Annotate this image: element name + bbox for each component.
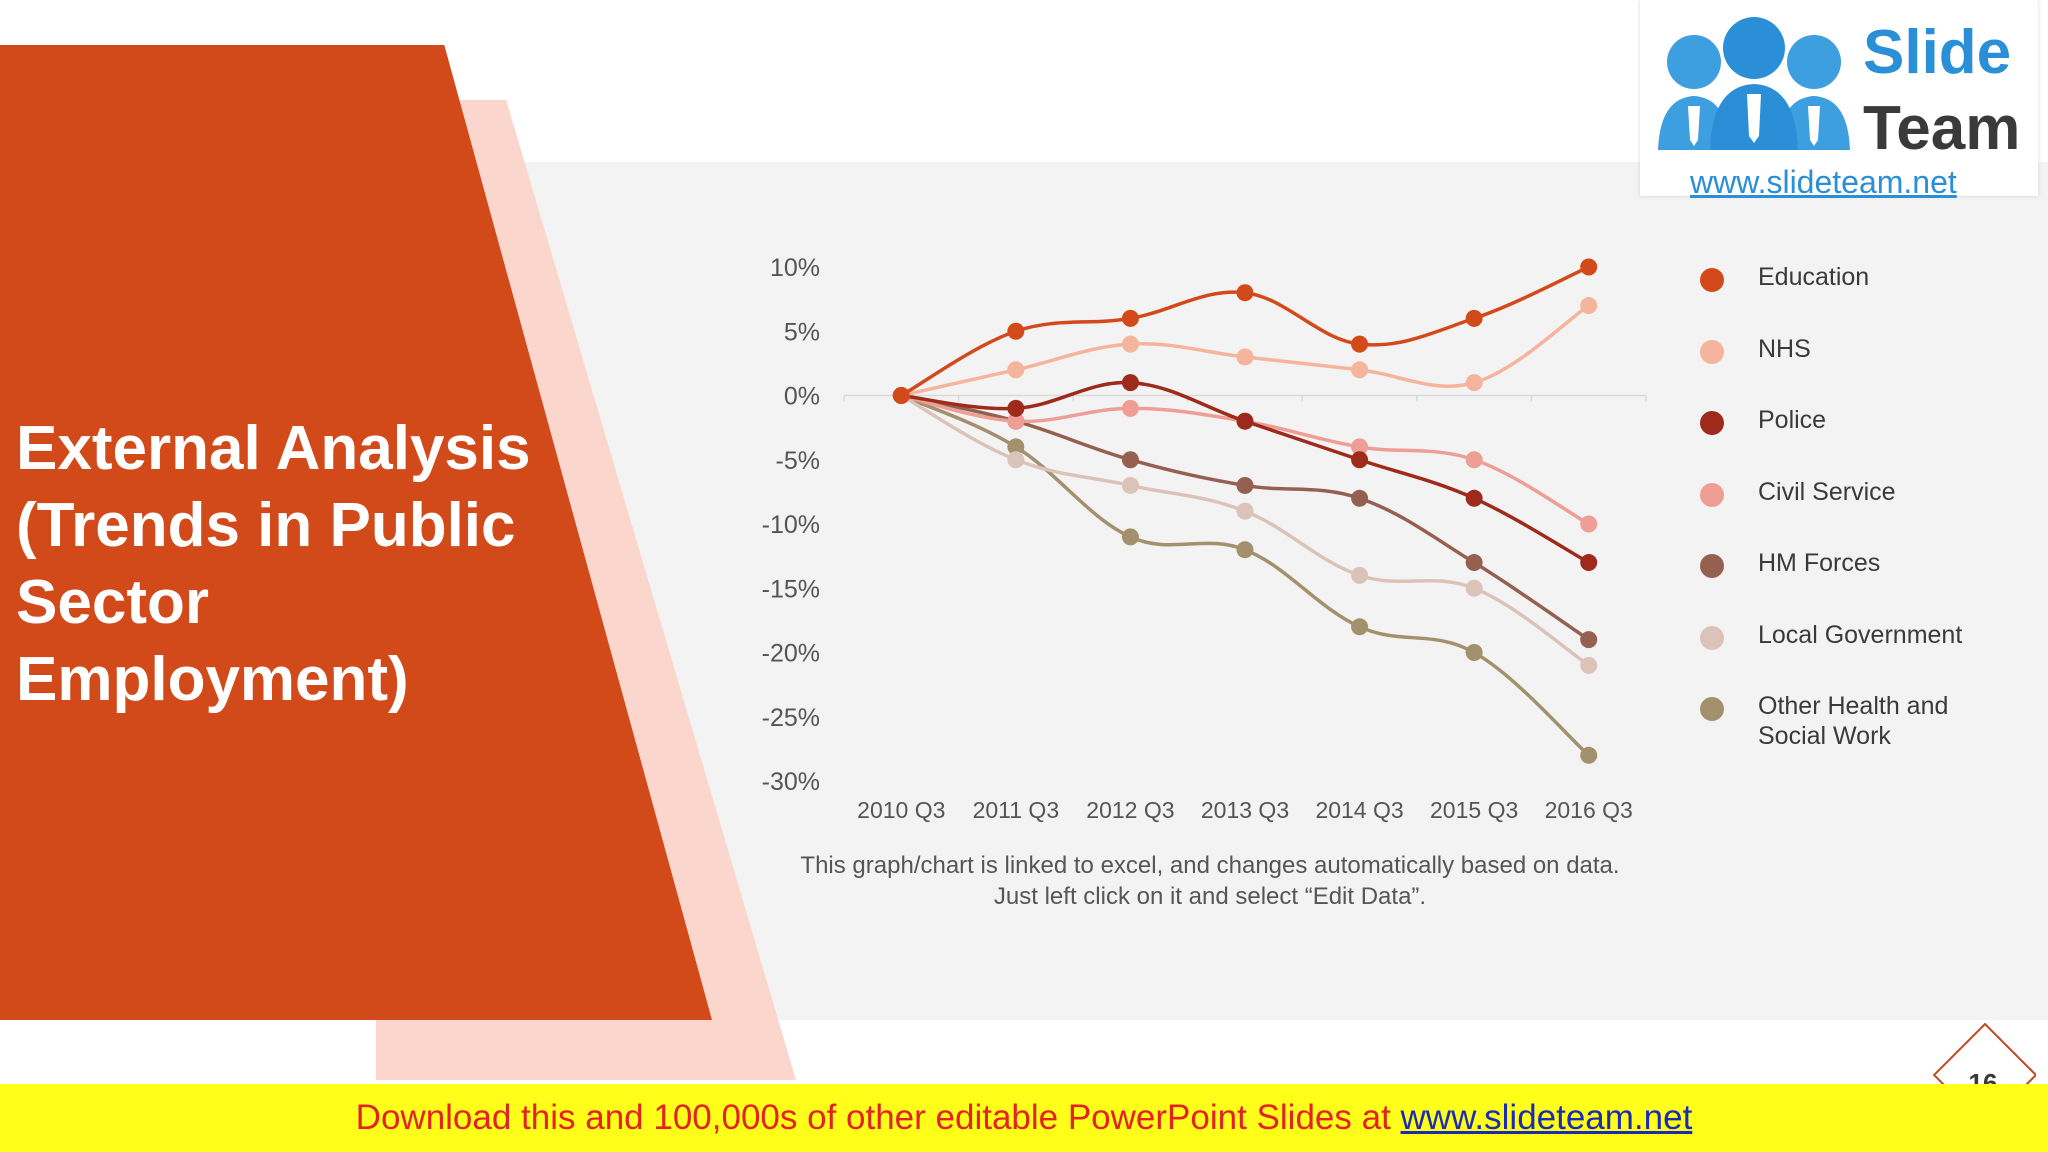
- page-number: 16: [1968, 1068, 1998, 1086]
- y-tick-label: 0%: [784, 383, 820, 411]
- slideteam-logo[interactable]: Slide Team www.slideteam.net: [1640, 0, 2038, 200]
- data-point: [1351, 566, 1369, 584]
- logo-url-link[interactable]: www.slideteam.net: [1690, 164, 1957, 200]
- legend-label: HM Forces: [1758, 549, 1881, 577]
- data-point: [1465, 554, 1483, 572]
- data-point: [1580, 631, 1598, 649]
- data-point: [1351, 438, 1369, 456]
- legend-dot-icon: [1700, 697, 1724, 721]
- slide-title: External Analysis (Trends in Public Sect…: [16, 414, 531, 714]
- legend-dot-icon: [1700, 268, 1724, 292]
- chart-background-panel: [520, 162, 2048, 1020]
- data-point: [1465, 579, 1483, 597]
- data-point: [1465, 451, 1483, 469]
- x-tick-label: 2012 Q3: [1086, 797, 1174, 823]
- legend-item: Education: [1700, 262, 2018, 292]
- data-point: [1121, 309, 1139, 327]
- data-point: [1007, 438, 1025, 456]
- legend-label: NHS: [1758, 334, 1811, 363]
- page-number-badge: 16: [1926, 1016, 2036, 1086]
- data-point: [1236, 541, 1254, 559]
- data-point: [1351, 335, 1369, 353]
- logo-word-slide: Slide: [1863, 18, 2012, 87]
- legend-dot-icon: [1700, 339, 1724, 364]
- data-point: [1236, 412, 1254, 430]
- data-point: [1351, 451, 1369, 469]
- data-point: [1351, 618, 1369, 636]
- banner-text: Download this and 100,000s of other edit…: [355, 1098, 1401, 1137]
- x-tick-label: 2016 Q3: [1545, 797, 1633, 823]
- legend-dot-icon: [1700, 554, 1724, 578]
- data-point: [1121, 399, 1139, 417]
- data-point: [1465, 374, 1483, 392]
- x-tick-label: 2010 Q3: [857, 797, 945, 823]
- data-point: [1121, 335, 1139, 353]
- chart-note: This graph/chart is linked to excel, and…: [800, 852, 1620, 910]
- data-point: [1580, 746, 1598, 764]
- data-point: [1121, 476, 1139, 494]
- y-tick-label: -15%: [762, 575, 820, 603]
- data-point: [1236, 502, 1254, 520]
- x-tick-label: 2014 Q3: [1315, 797, 1403, 823]
- people-icon: [1658, 17, 1850, 150]
- data-point: [1121, 374, 1139, 392]
- y-tick-label: -10%: [762, 511, 820, 539]
- y-tick-label: -30%: [762, 768, 820, 796]
- data-point: [1465, 644, 1483, 661]
- y-tick-label: -25%: [762, 704, 820, 732]
- data-point: [1236, 284, 1254, 302]
- series-other-health-and-social-work: [892, 387, 1598, 764]
- legend-label: Local Government: [1758, 620, 1963, 649]
- line-chart: 10% 5% 0% -5% -10% -15% -20% -25% -30% 2010 Q3 20…: [762, 254, 1647, 823]
- data-point: [1007, 361, 1025, 379]
- data-point: [1580, 554, 1598, 572]
- legend-label: Civil Service: [1758, 477, 1896, 506]
- legend-item: Other Health and Social Work: [1700, 691, 2018, 751]
- data-point: [1580, 297, 1598, 315]
- legend-label: Police: [1758, 406, 1827, 434]
- y-tick-label: -20%: [762, 640, 820, 668]
- data-point: [1007, 399, 1025, 417]
- data-point: [1465, 309, 1483, 327]
- series-line: [900, 393, 1590, 667]
- data-point: [1007, 451, 1025, 469]
- legend-dot-icon: [1700, 625, 1724, 650]
- data-point: [1236, 348, 1254, 366]
- banner-link[interactable]: www.slideteam.net: [1400, 1098, 1693, 1137]
- legend-item: Civil Service: [1700, 477, 2018, 507]
- data-point: [1007, 322, 1025, 340]
- data-point: [1351, 361, 1369, 379]
- data-point: [1236, 476, 1254, 494]
- data-point: [1465, 489, 1483, 507]
- y-tick-label: 5%: [784, 318, 820, 346]
- data-point: [1121, 528, 1139, 546]
- legend-item: Police: [1700, 405, 2018, 435]
- series-line: [901, 380, 1590, 565]
- logo-word-team: Team: [1863, 94, 2021, 163]
- data-point: [1351, 489, 1369, 507]
- legend-item: HM Forces: [1700, 548, 2018, 578]
- x-tick-label: 2013 Q3: [1201, 797, 1289, 823]
- legend-dot-icon: [1700, 411, 1724, 435]
- x-tick-label: 2015 Q3: [1430, 797, 1518, 823]
- y-tick-label: 10%: [770, 254, 820, 282]
- data-point: [1580, 515, 1598, 533]
- legend-label: Education: [1758, 263, 1870, 291]
- series-line: [900, 393, 1590, 757]
- data-point: [1580, 656, 1598, 674]
- x-tick-label: 2011 Q3: [973, 797, 1060, 823]
- download-banner: Download this and 100,000s of other edit…: [0, 1084, 2048, 1152]
- legend-dot-icon: [1700, 482, 1724, 507]
- legend-item: NHS: [1700, 334, 2018, 364]
- y-tick-label: -5%: [776, 447, 820, 475]
- data-point: [1121, 451, 1139, 469]
- data-point: [1580, 258, 1598, 276]
- series-education: [892, 258, 1598, 404]
- legend-label: Other Health and Social Work: [1758, 692, 1949, 750]
- data-point: [1007, 412, 1025, 430]
- data-point: [892, 387, 910, 404]
- series-local-government: [892, 387, 1598, 674]
- legend-item: Local Government: [1700, 620, 2018, 650]
